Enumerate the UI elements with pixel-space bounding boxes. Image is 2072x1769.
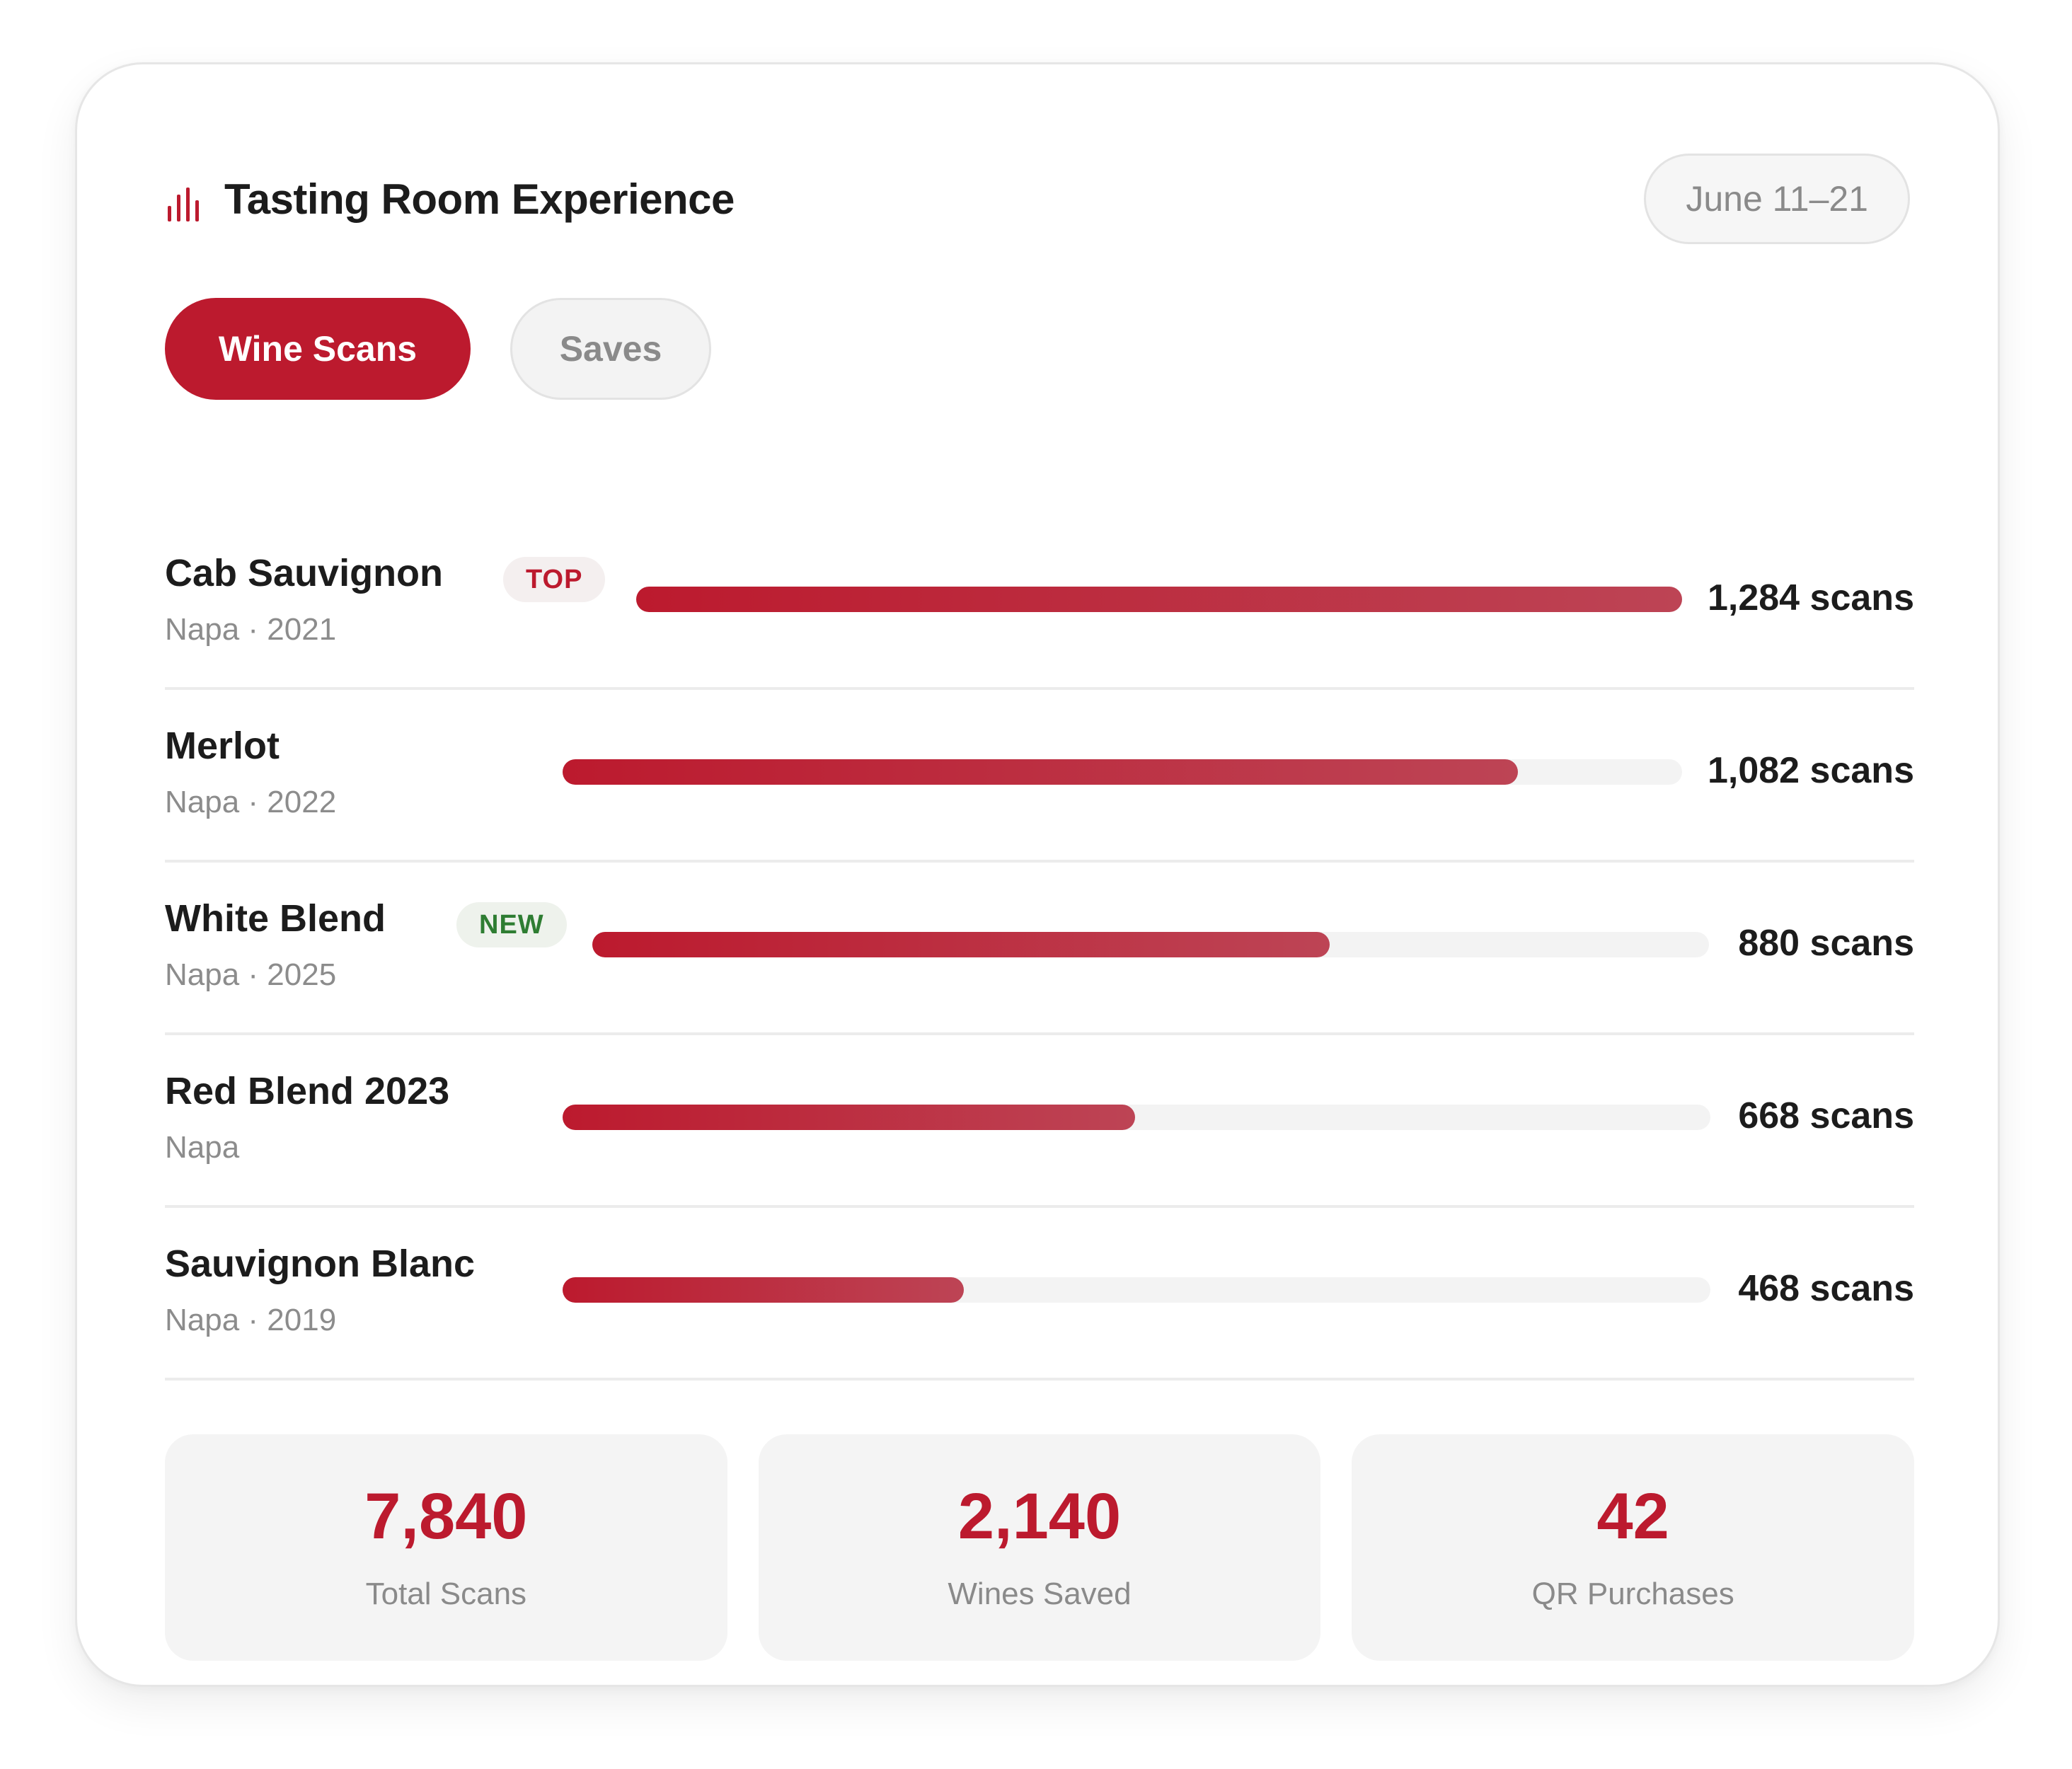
scan-bar-track: [563, 1277, 1710, 1303]
wine-row-white-blend[interactable]: White Blend Napa · 2025 NEW 880 scans: [165, 863, 1914, 1035]
wine-row-cab-sauvignon[interactable]: Cab Sauvignon Napa · 2021 TOP 1,284 scan…: [165, 517, 1914, 690]
wine-name: Sauvignon Blanc: [165, 1243, 476, 1285]
stat-value: 7,840: [364, 1480, 528, 1552]
bar-chart-icon: [168, 188, 199, 221]
wine-row-red-blend-2023[interactable]: Red Blend 2023 Napa 668 scans: [165, 1035, 1914, 1208]
scan-bar-fill: [636, 587, 1682, 612]
scan-count: 1,082 scans: [1707, 750, 1914, 791]
scan-bar-track: [636, 587, 1682, 612]
metric-tabs: Wine Scans Saves: [165, 298, 711, 400]
stat-label: Wines Saved: [948, 1576, 1132, 1611]
title-group: Tasting Room Experience: [165, 175, 735, 224]
wine-meta: Napa · 2019: [165, 1303, 337, 1337]
scan-bar-fill: [563, 759, 1518, 785]
wine-meta: Napa · 2021: [165, 612, 337, 647]
scan-bar-track: [563, 1105, 1710, 1130]
wine-name: White Blend: [165, 897, 386, 940]
scan-bar-fill: [563, 1105, 1136, 1130]
stat-wines-saved: 2,140 Wines Saved: [758, 1434, 1321, 1661]
top-badge: TOP: [503, 557, 606, 602]
page-title: Tasting Room Experience: [224, 175, 735, 223]
wine-row-sauvignon-blanc[interactable]: Sauvignon Blanc Napa · 2019 468 scans: [165, 1208, 1914, 1381]
stat-value: 42: [1596, 1480, 1669, 1552]
wine-name: Red Blend 2023: [165, 1070, 450, 1112]
stat-label: QR Purchases: [1531, 1576, 1734, 1611]
tab-saves[interactable]: Saves: [510, 298, 711, 400]
card-header: Tasting Room Experience June 11–21: [165, 154, 1910, 244]
summary-stats: 7,840 Total Scans 2,140 Wines Saved 42 Q…: [165, 1434, 1915, 1661]
date-range-button[interactable]: June 11–21: [1644, 154, 1910, 244]
new-badge: NEW: [456, 902, 567, 947]
wine-meta: Napa · 2025: [165, 957, 337, 992]
scan-count: 668 scans: [1738, 1095, 1914, 1136]
tasting-room-card: Tasting Room Experience June 11–21 Wine …: [75, 62, 2000, 1687]
scan-count: 880 scans: [1738, 923, 1914, 964]
scan-bar-fill: [563, 1277, 964, 1303]
scan-count: 1,284 scans: [1707, 577, 1914, 618]
scan-bar-track: [592, 932, 1709, 957]
scan-bar-fill: [592, 932, 1330, 957]
wine-list: Cab Sauvignon Napa · 2021 TOP 1,284 scan…: [165, 517, 1914, 1381]
wine-row-merlot[interactable]: Merlot Napa · 2022 1,082 scans: [165, 690, 1914, 863]
scan-count: 468 scans: [1738, 1268, 1914, 1309]
stat-qr-purchases: 42 QR Purchases: [1352, 1434, 1915, 1661]
wine-name: Cab Sauvignon: [165, 552, 444, 594]
stat-total-scans: 7,840 Total Scans: [165, 1434, 727, 1661]
scan-bar-track: [563, 759, 1682, 785]
tab-wine-scans[interactable]: Wine Scans: [165, 298, 471, 400]
wine-meta: Napa: [165, 1130, 240, 1165]
wine-name: Merlot: [165, 725, 280, 767]
stat-value: 2,140: [957, 1480, 1122, 1552]
stat-label: Total Scans: [365, 1576, 527, 1611]
wine-meta: Napa · 2022: [165, 785, 337, 819]
